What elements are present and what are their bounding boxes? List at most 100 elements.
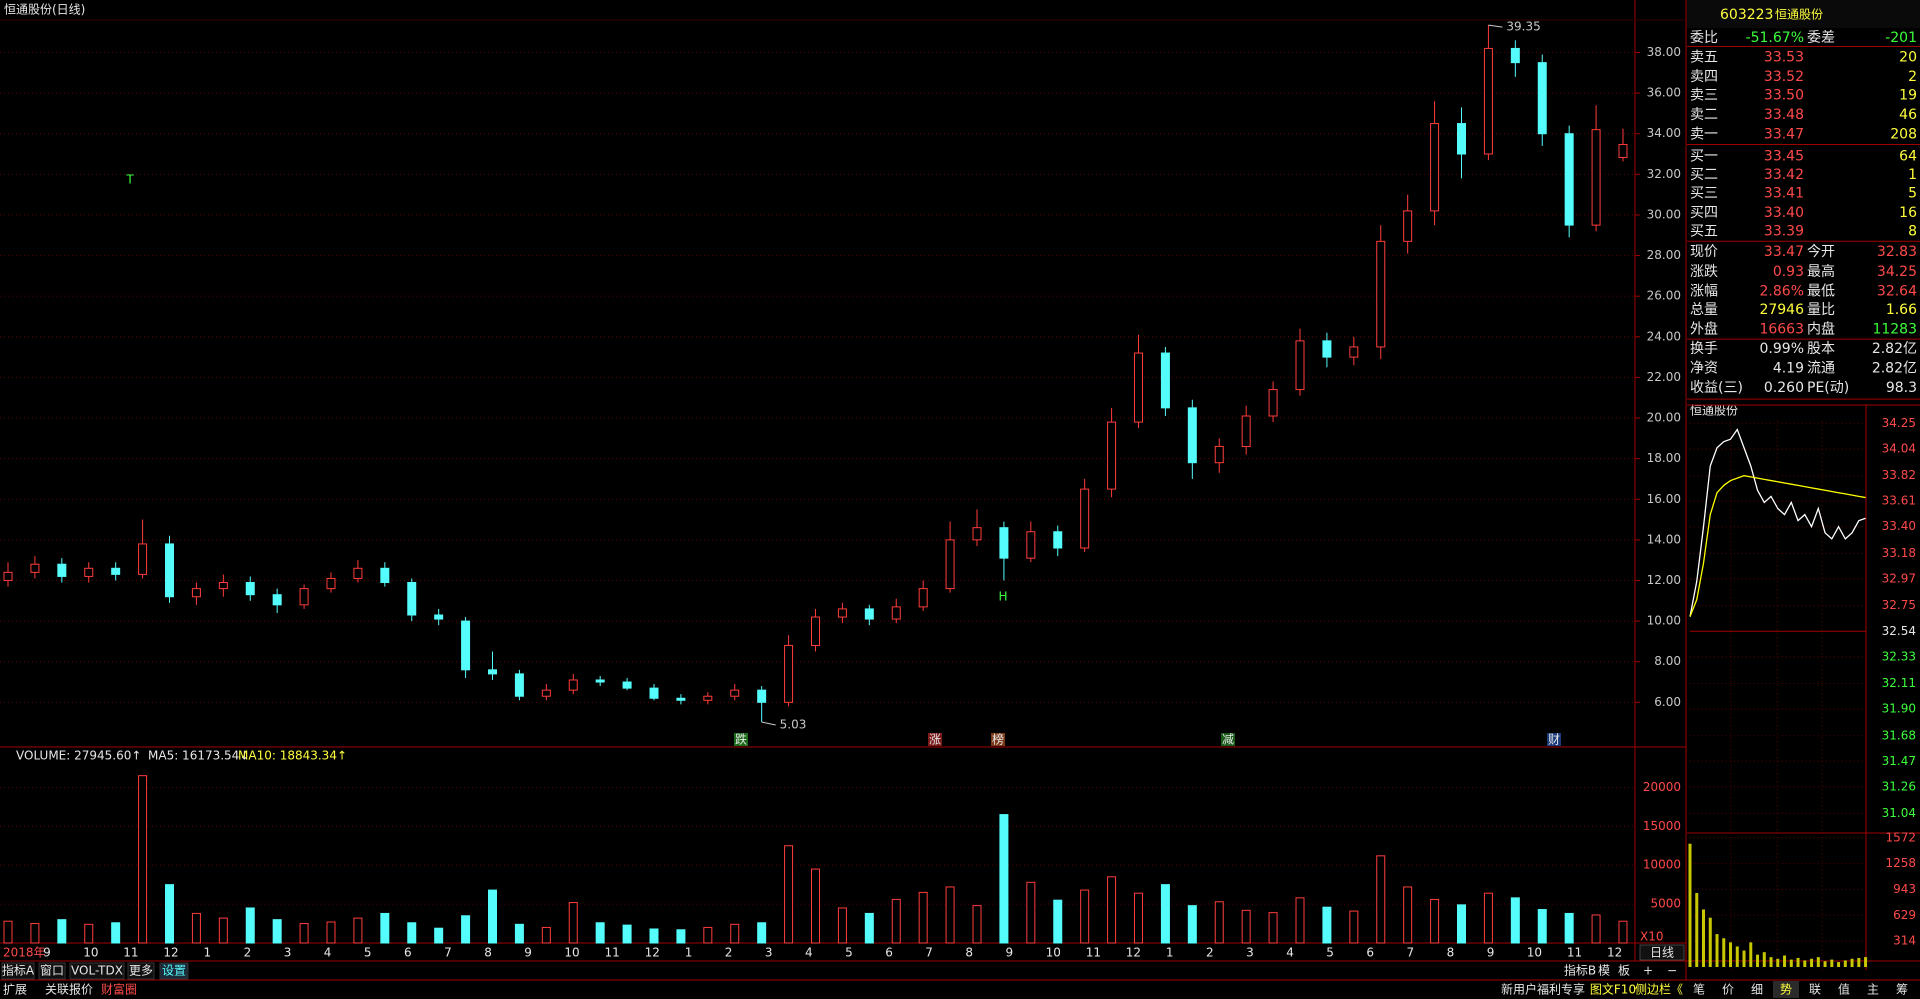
intraday-volume-bar — [1695, 893, 1699, 967]
side-tab[interactable]: 笔 — [1693, 982, 1705, 997]
intraday-volume-bar — [1742, 950, 1746, 967]
volume-bar — [1457, 904, 1466, 944]
volume-bar — [649, 928, 659, 944]
toolbar-btn[interactable]: 更多 — [129, 964, 153, 978]
candle-body — [138, 543, 148, 575]
signal-marker: T — [125, 173, 134, 187]
toolbar-btn[interactable]: 图文F10 — [1590, 982, 1636, 997]
candle-body — [595, 679, 605, 683]
y-tick-label: 5000 — [1650, 897, 1681, 911]
toolbar-btn-bg[interactable] — [127, 962, 155, 980]
quote-cell: 换手 — [1690, 340, 1718, 357]
intraday-volume-bar — [1830, 959, 1834, 967]
intraday-title: 恒通股份 — [1690, 404, 1738, 418]
side-tab[interactable]: 筹 — [1896, 983, 1908, 997]
y-tick-label: 34.25 — [1882, 416, 1916, 430]
toolbar-btn-bg[interactable] — [159, 962, 189, 980]
y-tick-label: 31.26 — [1882, 779, 1916, 793]
y-tick-label: 24.00 — [1647, 329, 1681, 343]
y-tick-label: 30.00 — [1647, 207, 1681, 221]
toolbar-btn[interactable]: 指标B — [1564, 963, 1596, 978]
candle-body — [945, 539, 955, 590]
y-tick-label: 22.00 — [1647, 370, 1681, 384]
toolbar-btn[interactable]: − — [1667, 964, 1677, 978]
y-tick-label: 629 — [1893, 908, 1916, 922]
intraday-volume-bar — [1857, 957, 1861, 967]
x-tick-label: 9 — [1487, 946, 1495, 960]
period-label[interactable]: 日线 — [1650, 946, 1674, 960]
toolbar-btn[interactable]: 财富圈 — [101, 982, 137, 997]
toolbar-btn[interactable]: 指标A — [2, 963, 35, 978]
toolbar-btn-bg[interactable] — [1, 962, 35, 980]
candle-body — [111, 567, 121, 575]
toolbar-btn[interactable]: 新用户福利专享 — [1501, 982, 1585, 997]
quote-cell: 34.25 — [1877, 264, 1917, 280]
intraday-volume-bar — [1735, 946, 1739, 967]
volume-bar — [703, 926, 713, 944]
side-tab[interactable]: 细 — [1751, 983, 1763, 997]
toolbar-btn[interactable]: 扩展 — [3, 983, 27, 997]
y-tick-label: 20000 — [1643, 780, 1681, 794]
intraday-line — [1689, 475, 1866, 617]
side-tab[interactable]: 主 — [1867, 983, 1879, 997]
candle-body — [434, 614, 444, 620]
x-tick-label: 10 — [1046, 946, 1061, 960]
quote-cell: 5 — [1908, 185, 1917, 201]
event-tag: 涨 — [929, 732, 941, 747]
toolbar-btn[interactable]: + — [1643, 964, 1653, 978]
volume-bar — [999, 814, 1009, 944]
toolbar-btn[interactable]: 关联报价 — [45, 982, 93, 997]
intraday-volume-bar — [1756, 954, 1760, 967]
volume-bar — [541, 926, 551, 944]
candle-body — [784, 644, 794, 703]
candle-body — [1510, 47, 1520, 64]
quote-cell: 32.83 — [1877, 244, 1917, 260]
candle-body — [703, 695, 713, 701]
quote-cell: -201 — [1885, 30, 1917, 46]
y-tick-label: 26.00 — [1647, 289, 1681, 303]
toolbar-btn[interactable]: 板 — [1618, 964, 1630, 978]
toolbar-btn-bg[interactable] — [38, 962, 66, 980]
x-tick-label: 12 — [1607, 946, 1622, 960]
toolbar-btn[interactable]: VOL-TDX — [71, 964, 123, 978]
toolbar-btn[interactable]: 窗口 — [40, 964, 64, 978]
x-tick-label: 4 — [1286, 946, 1294, 960]
side-tab[interactable]: 联 — [1809, 983, 1821, 997]
toolbar-btn-bg[interactable] — [69, 962, 125, 980]
x-tick-label: 7 — [1407, 946, 1415, 960]
toolbar-btn[interactable]: 侧边栏《 — [1635, 982, 1683, 997]
toolbar-btn[interactable]: 设置 — [162, 964, 186, 978]
x-tick-label: 4 — [324, 946, 332, 960]
quote-cell: 4.19 — [1773, 361, 1804, 377]
quote-header-bg — [1687, 0, 1920, 28]
quote-cell: 买三 — [1690, 185, 1718, 201]
volume-bar — [138, 775, 148, 944]
candle-body — [1080, 488, 1090, 549]
quote-cell: -51.67% — [1746, 30, 1804, 46]
period-btn-bg[interactable] — [1639, 944, 1685, 961]
x-tick-label: 10 — [83, 946, 98, 960]
intraday-volume-bar — [1796, 957, 1800, 967]
volume-bar — [407, 922, 417, 944]
x-tick-label: 11 — [1086, 946, 1101, 960]
x-tick-label: 1 — [1166, 946, 1174, 960]
side-tab[interactable]: 值 — [1838, 982, 1850, 997]
quote-cell: 流通 — [1807, 361, 1835, 377]
quote-cell: 33.41 — [1764, 185, 1804, 201]
quote-cell: 2.82亿 — [1872, 341, 1917, 357]
volume-bar — [326, 921, 336, 944]
candle-body — [1295, 340, 1305, 391]
y-tick-label: 18.00 — [1647, 451, 1681, 465]
volume-bar — [1537, 909, 1547, 944]
event-tag-bg — [1221, 733, 1235, 746]
volume-bar — [1053, 899, 1063, 944]
quote-cell: PE(动) — [1807, 380, 1849, 396]
intraday-volume-bar — [1843, 960, 1847, 967]
intraday-volume-bar — [1823, 961, 1827, 967]
toolbar-btn[interactable]: 模 — [1598, 964, 1610, 978]
quote-cell: 2.82亿 — [1872, 361, 1917, 377]
quote-cell: 收益(三) — [1690, 380, 1743, 396]
side-tab[interactable]: 价 — [1722, 983, 1734, 997]
x-tick-label: 10 — [564, 946, 579, 960]
side-tab[interactable]: 势 — [1780, 983, 1792, 997]
